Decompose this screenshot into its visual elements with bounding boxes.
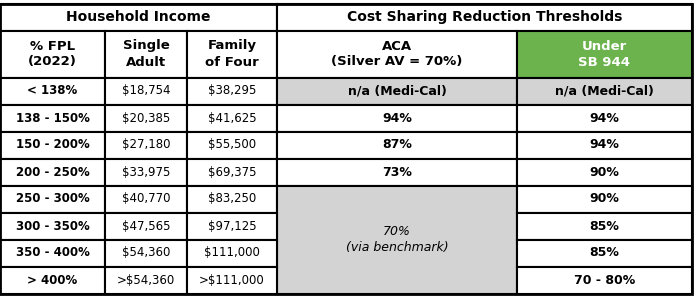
Text: $41,625: $41,625 [208,111,256,124]
Text: 87%: 87% [382,138,412,151]
Bar [187,239,277,266]
Text: $55,500: $55,500 [208,138,256,151]
Text: $111,000: $111,000 [204,247,260,260]
Text: 70 - 80%: 70 - 80% [574,274,635,287]
Text: Single
Adult: Single Adult [123,40,169,69]
Text: $18,754: $18,754 [122,85,170,97]
Text: 85%: 85% [590,247,620,260]
Bar [277,132,517,159]
Bar [517,266,692,293]
Text: 73%: 73% [382,165,412,178]
Bar [105,78,187,105]
Text: $47,565: $47,565 [122,219,170,233]
Bar [0,212,105,239]
Text: $69,375: $69,375 [208,165,256,178]
Text: $40,770: $40,770 [122,192,170,206]
Text: ACA
(Silver AV = 70%): ACA (Silver AV = 70%) [331,40,463,69]
Bar [105,159,187,186]
Text: Household Income: Household Income [66,10,210,24]
Bar [105,31,187,78]
Text: $38,295: $38,295 [208,85,256,97]
Bar [0,159,105,186]
Text: $54,360: $54,360 [122,247,170,260]
Bar [0,186,105,212]
Text: 200 - 250%: 200 - 250% [15,165,89,178]
Text: 250 - 300%: 250 - 300% [15,192,89,206]
Bar [277,31,517,78]
Bar [187,31,277,78]
Text: 94%: 94% [382,111,412,124]
Text: $27,180: $27,180 [122,138,170,151]
Bar [105,186,187,212]
Bar [105,132,187,159]
Text: 90%: 90% [590,192,620,206]
Text: $20,385: $20,385 [122,111,170,124]
Bar [517,239,692,266]
Bar [517,212,692,239]
Bar [105,212,187,239]
Text: n/a (Medi-Cal): n/a (Medi-Cal) [555,85,654,97]
Bar [0,132,105,159]
Text: $83,250: $83,250 [208,192,256,206]
Bar [277,105,517,132]
Text: < 138%: < 138% [27,85,77,97]
Text: 300 - 350%: 300 - 350% [15,219,89,233]
Bar [0,31,105,78]
Bar [187,78,277,105]
Bar [105,266,187,293]
Bar [277,186,517,293]
Bar [517,159,692,186]
Text: 94%: 94% [590,111,620,124]
Bar [277,78,517,105]
Bar [517,105,692,132]
Text: 350 - 400%: 350 - 400% [15,247,89,260]
Bar [187,212,277,239]
Bar [187,159,277,186]
Text: n/a (Medi-Cal): n/a (Medi-Cal) [348,85,447,97]
Text: 150 - 200%: 150 - 200% [15,138,89,151]
Bar [277,159,517,186]
Text: 85%: 85% [590,219,620,233]
Text: > 400%: > 400% [27,274,77,287]
Bar [187,186,277,212]
Text: Family
of Four: Family of Four [205,40,259,69]
Bar [105,105,187,132]
Text: Under
SB 944: Under SB 944 [579,40,631,69]
Bar [0,266,105,293]
Text: 138 - 150%: 138 - 150% [15,111,89,124]
Bar [0,4,277,31]
Text: $97,125: $97,125 [208,219,256,233]
Bar [105,239,187,266]
Bar [0,78,105,105]
Text: Cost Sharing Reduction Thresholds: Cost Sharing Reduction Thresholds [347,10,622,24]
Bar [517,31,692,78]
Text: 90%: 90% [590,165,620,178]
Bar [187,266,277,293]
Bar [517,132,692,159]
Text: >$111,000: >$111,000 [199,274,265,287]
Bar [517,186,692,212]
Text: 70%
(via benchmark): 70% (via benchmark) [346,225,448,254]
Bar [0,239,105,266]
Bar [517,78,692,105]
Text: % FPL
(2022): % FPL (2022) [28,40,77,69]
Text: 94%: 94% [590,138,620,151]
Text: >$54,360: >$54,360 [117,274,175,287]
Bar [187,132,277,159]
Bar [277,4,692,31]
Bar [187,105,277,132]
Bar [0,105,105,132]
Text: $33,975: $33,975 [122,165,170,178]
